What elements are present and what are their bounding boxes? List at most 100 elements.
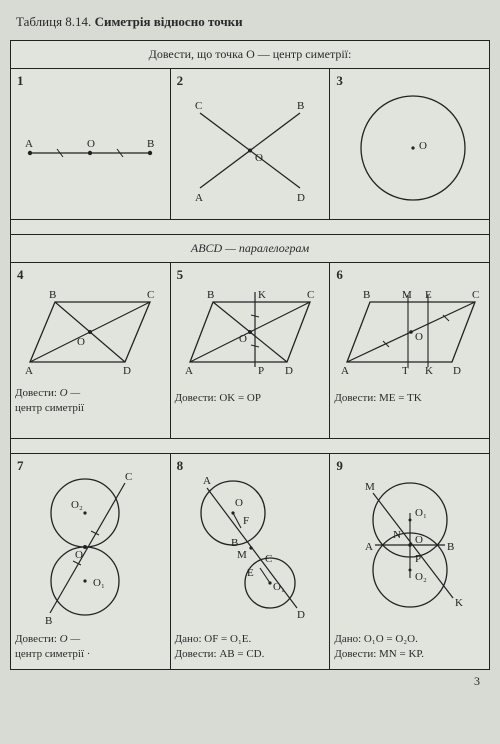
svg-text:B: B bbox=[363, 289, 370, 301]
fig-2: C B A D O bbox=[175, 73, 325, 213]
svg-text:C: C bbox=[147, 289, 154, 301]
svg-text:O: O bbox=[87, 138, 95, 150]
cell-3: 3 O bbox=[330, 69, 489, 219]
svg-text:A: A bbox=[195, 192, 203, 204]
num-5: 5 bbox=[177, 267, 184, 283]
gap-2 bbox=[11, 439, 489, 454]
num-4: 4 bbox=[17, 267, 24, 283]
svg-text:O: O bbox=[239, 333, 247, 345]
cell-5: 5 A B C D K P O Довести: OK = OP bbox=[171, 263, 331, 438]
svg-text:B: B bbox=[49, 289, 56, 301]
header2-text: ABCD — паралелограм bbox=[191, 241, 309, 255]
svg-text:B: B bbox=[207, 289, 214, 301]
svg-text:A: A bbox=[185, 365, 193, 377]
svg-text:A: A bbox=[203, 475, 211, 487]
num-1: 1 bbox=[17, 73, 24, 89]
svg-text:C: C bbox=[472, 289, 479, 301]
svg-text:A: A bbox=[25, 365, 33, 377]
cell-2: 2 C B A D O bbox=[171, 69, 331, 219]
svg-text:K: K bbox=[258, 289, 266, 301]
svg-text:B: B bbox=[447, 541, 454, 553]
svg-text:O: O bbox=[255, 152, 263, 164]
cap-5: Довести: OK = OP bbox=[175, 391, 326, 406]
fig-6: A B C D M E T K O bbox=[335, 267, 485, 387]
svg-text:K: K bbox=[455, 597, 463, 609]
svg-text:N: N bbox=[393, 529, 401, 541]
cap-4: Довести: O — центр симетрії bbox=[15, 386, 166, 416]
svg-text:B: B bbox=[231, 537, 238, 549]
svg-text:D: D bbox=[123, 365, 131, 377]
cell-7: 7 O₂ O₁ O B C Довести: O — центр симетрі… bbox=[11, 454, 171, 669]
num-2: 2 bbox=[177, 73, 184, 89]
fig-3: O bbox=[335, 73, 485, 213]
cap-7: Довести: O — центр симетрії · bbox=[15, 632, 166, 662]
svg-text:B: B bbox=[45, 615, 52, 627]
page-title: Таблиця 8.14. Симетрія відносно точки bbox=[16, 14, 490, 30]
num-8: 8 bbox=[177, 458, 184, 474]
svg-text:O₁: O₁ bbox=[415, 507, 427, 519]
svg-text:B: B bbox=[147, 138, 154, 150]
footer-page-num: 3 bbox=[10, 674, 480, 689]
svg-text:B: B bbox=[297, 100, 304, 112]
svg-text:D: D bbox=[297, 609, 305, 621]
svg-text:D: D bbox=[453, 365, 461, 377]
svg-text:O: O bbox=[415, 534, 423, 546]
cell-4: 4 A B C D O Довести: O — центр симетрії bbox=[11, 263, 171, 438]
cap-6: Довести: ME = TK bbox=[334, 391, 485, 406]
svg-text:O₁: O₁ bbox=[273, 581, 285, 593]
svg-text:K: K bbox=[425, 365, 433, 377]
title-prefix: Таблиця 8.14. bbox=[16, 14, 95, 29]
num-3: 3 bbox=[336, 73, 343, 89]
svg-text:A: A bbox=[365, 541, 373, 553]
title-bold: Симетрія відносно точки bbox=[95, 14, 243, 29]
svg-text:P: P bbox=[415, 553, 421, 565]
cell-9: 9 M O₁ N A B O P O₂ K bbox=[330, 454, 489, 669]
svg-text:O₂: O₂ bbox=[415, 571, 427, 583]
svg-text:E: E bbox=[247, 567, 254, 579]
fig-8: A O F B M C E O₁ D bbox=[175, 458, 325, 628]
svg-text:P: P bbox=[258, 365, 264, 377]
fig-5: A B C D K P O bbox=[175, 267, 325, 387]
svg-text:F: F bbox=[243, 515, 249, 527]
num-7: 7 bbox=[17, 458, 24, 474]
svg-text:A: A bbox=[25, 138, 33, 150]
svg-text:T: T bbox=[402, 365, 409, 377]
table-outer: Довести, що точка O — центр симетрії: 1 … bbox=[10, 40, 490, 670]
svg-text:D: D bbox=[297, 192, 305, 204]
section-header-1: Довести, що точка O — центр симетрії: bbox=[11, 41, 489, 69]
svg-text:C: C bbox=[307, 289, 314, 301]
header1-text: Довести, що точка O — центр симетрії: bbox=[149, 47, 352, 61]
svg-text:O: O bbox=[419, 140, 427, 152]
section-header-2: ABCD — паралелограм bbox=[11, 235, 489, 263]
svg-text:D: D bbox=[285, 365, 293, 377]
svg-text:O: O bbox=[235, 497, 243, 509]
svg-text:C: C bbox=[195, 100, 202, 112]
svg-text:O: O bbox=[75, 549, 83, 561]
fig-4: A B C D O bbox=[15, 267, 165, 382]
cell-1: 1 A O B bbox=[11, 69, 171, 219]
svg-text:C: C bbox=[265, 553, 272, 565]
row-1: 1 A O B 2 C B A bbox=[11, 69, 489, 220]
fig-1: A O B bbox=[15, 73, 165, 213]
svg-text:M: M bbox=[402, 289, 412, 301]
row-2: 4 A B C D O Довести: O — центр симетрії … bbox=[11, 263, 489, 439]
svg-text:M: M bbox=[365, 481, 375, 493]
num-6: 6 bbox=[336, 267, 343, 283]
svg-text:O₁: O₁ bbox=[93, 577, 105, 589]
svg-text:O: O bbox=[415, 331, 423, 343]
cap-9: Дано: O₁O = O₂O. Довести: MN = KP. bbox=[334, 632, 485, 662]
cell-6: 6 A B C D M E T K O bbox=[330, 263, 489, 438]
svg-text:O: O bbox=[77, 336, 85, 348]
row-3: 7 O₂ O₁ O B C Довести: O — центр симетрі… bbox=[11, 454, 489, 669]
fig-7: O₂ O₁ O B C bbox=[15, 458, 165, 628]
svg-text:O₂: O₂ bbox=[71, 499, 83, 511]
cap-8: Дано: OF = O₁E. Довести: AB = CD. bbox=[175, 632, 326, 662]
svg-text:A: A bbox=[341, 365, 349, 377]
num-9: 9 bbox=[336, 458, 343, 474]
svg-text:E: E bbox=[425, 289, 432, 301]
gap-1 bbox=[11, 220, 489, 235]
fig-9: M O₁ N A B O P O₂ K bbox=[335, 458, 485, 628]
svg-text:C: C bbox=[125, 471, 132, 483]
cell-8: 8 A O F B M C E O₁ D bbox=[171, 454, 331, 669]
svg-text:M: M bbox=[237, 549, 247, 561]
